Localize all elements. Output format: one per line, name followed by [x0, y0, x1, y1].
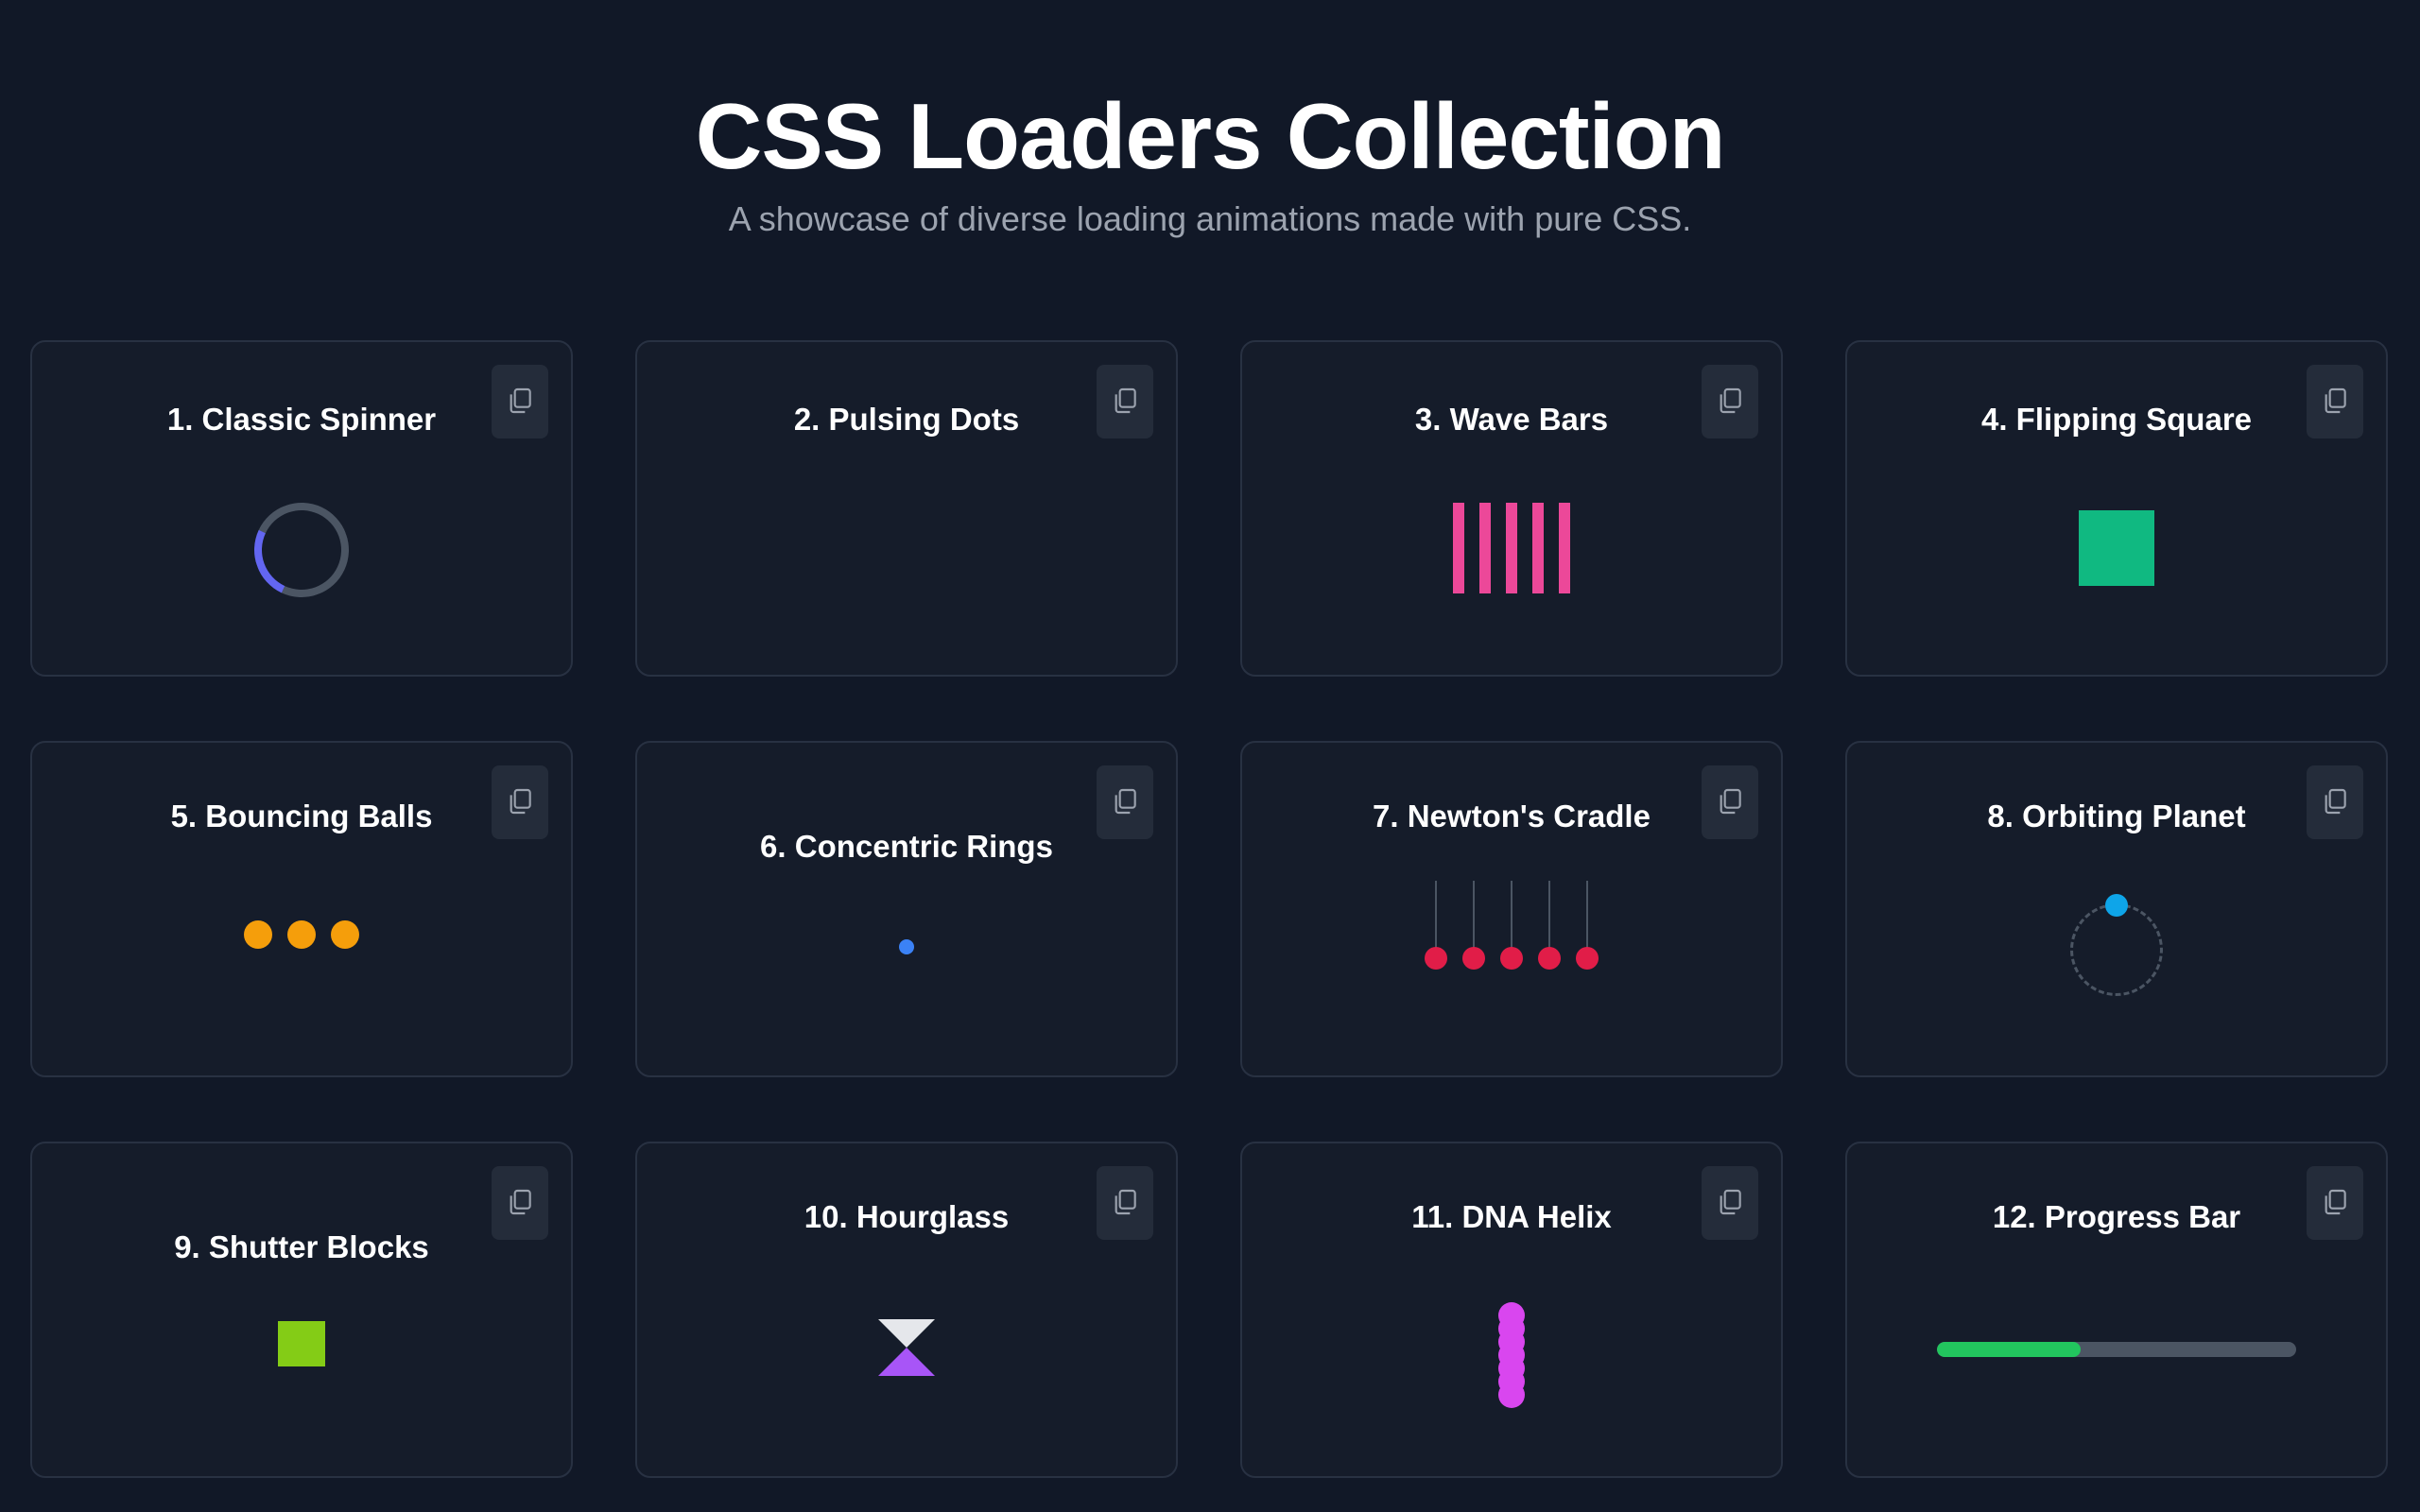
copy-icon [1110, 786, 1140, 819]
copy-icon [1715, 786, 1745, 819]
page-subtitle: A showcase of diverse loading animations… [728, 199, 1692, 238]
wave-bar [1453, 503, 1464, 593]
copy-icon [2320, 386, 2350, 419]
concentric-rings-loader [899, 939, 914, 954]
pendulum [1500, 881, 1523, 970]
dna-helix-loader [1498, 1302, 1525, 1408]
copy-icon [505, 1187, 535, 1220]
wave-bar [1479, 503, 1491, 593]
loader-card-wave-bars: 3. Wave Bars [1240, 340, 1783, 677]
copy-icon [505, 386, 535, 419]
spinner-loader [240, 489, 363, 611]
newtons-cradle-loader [1425, 881, 1599, 970]
helix-dot [1498, 1382, 1525, 1408]
loader-card-flipping-square: 4. Flipping Square [1845, 340, 2388, 677]
copy-icon [1715, 1187, 1745, 1220]
card-title: 2. Pulsing Dots [793, 402, 1020, 437]
pendulum [1538, 881, 1561, 970]
hourglass-loader [878, 1319, 935, 1376]
wave-bar [1559, 503, 1570, 593]
loader-card-hourglass: 10. Hourglass [635, 1142, 1178, 1478]
pendulum [1462, 881, 1485, 970]
loader-card-orbiting-planet: 8. Orbiting Planet [1845, 741, 2388, 1077]
wave-bar [1506, 503, 1517, 593]
loader-card-progress-bar: 12. Progress Bar [1845, 1142, 2388, 1478]
progress-bar-loader [1937, 1342, 2296, 1357]
loader-card-newtons-cradle: 7. Newton's Cradle [1240, 741, 1783, 1077]
loader-card-pulsing-dots: 2. Pulsing Dots [635, 340, 1178, 677]
progress-fill [1937, 1342, 2081, 1357]
loader-card-concentric-rings: 6. Concentric Rings [635, 741, 1178, 1077]
copy-icon [2320, 786, 2350, 819]
page-title: CSS Loaders Collection [695, 84, 1726, 188]
pendulum [1425, 881, 1447, 970]
card-title: 8. Orbiting Planet [1987, 799, 2246, 833]
card-title: 10. Hourglass [804, 1199, 1010, 1234]
copy-button[interactable] [1097, 1166, 1153, 1240]
wave-bar [1532, 503, 1544, 593]
card-title: 5. Bouncing Balls [170, 799, 433, 833]
loader-card-dna-helix: 11. DNA Helix [1240, 1142, 1783, 1478]
copy-button[interactable] [1097, 365, 1153, 438]
planet [2105, 894, 2128, 917]
ball [244, 920, 272, 949]
card-title: 1. Classic Spinner [166, 402, 437, 437]
card-title: 11. DNA Helix [1411, 1199, 1612, 1234]
card-title: 7. Newton's Cradle [1373, 799, 1651, 833]
copy-button[interactable] [1702, 765, 1758, 839]
copy-button[interactable] [1702, 1166, 1758, 1240]
shutter-blocks-loader [278, 1321, 325, 1366]
flipping-square-loader [2079, 510, 2154, 586]
copy-button[interactable] [1702, 365, 1758, 438]
copy-icon [1110, 1187, 1140, 1220]
orbiting-planet-loader [2070, 894, 2163, 996]
orbit-track [2070, 903, 2163, 996]
copy-icon [505, 786, 535, 819]
copy-button[interactable] [492, 765, 548, 839]
loader-card-classic-spinner: 1. Classic Spinner [30, 340, 573, 677]
card-title: 4. Flipping Square [1980, 402, 2253, 437]
card-title: 9. Shutter Blocks [174, 1229, 429, 1264]
pendulum [1576, 881, 1599, 970]
copy-icon [2320, 1187, 2350, 1220]
copy-icon [1110, 386, 1140, 419]
bouncing-balls-loader [244, 920, 359, 949]
copy-button[interactable] [492, 1166, 548, 1240]
wave-bars-loader [1453, 503, 1570, 593]
copy-button[interactable] [492, 365, 548, 438]
copy-button[interactable] [2307, 1166, 2363, 1240]
copy-button[interactable] [2307, 765, 2363, 839]
copy-button[interactable] [2307, 365, 2363, 438]
copy-button[interactable] [1097, 765, 1153, 839]
copy-icon [1715, 386, 1745, 419]
card-title: 3. Wave Bars [1414, 402, 1609, 437]
loader-card-bouncing-balls: 5. Bouncing Balls [30, 741, 573, 1077]
loader-card-shutter-blocks: 9. Shutter Blocks [30, 1142, 573, 1478]
loader-grid: 1. Classic Spinner 2. Pulsing Dots 3. Wa… [30, 340, 2390, 1482]
ball [331, 920, 359, 949]
card-title: 6. Concentric Rings [760, 829, 1053, 864]
ball [287, 920, 316, 949]
card-title: 12. Progress Bar [1992, 1199, 2241, 1234]
